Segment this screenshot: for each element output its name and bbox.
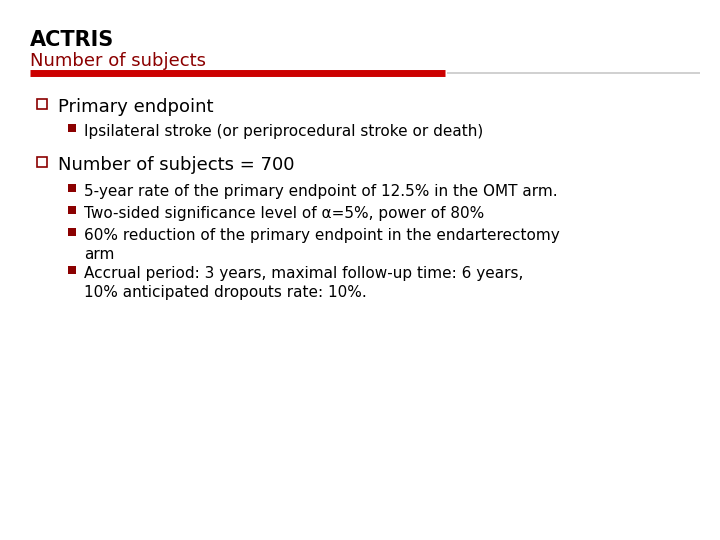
Bar	[68, 184, 76, 192]
Text: Number of subjects: Number of subjects	[30, 52, 206, 70]
Bar	[37, 99, 47, 109]
Text: Two-sided significance level of α=5%, power of 80%: Two-sided significance level of α=5%, po…	[84, 206, 485, 221]
Text: 60% reduction of the primary endpoint in the endarterectomy
arm: 60% reduction of the primary endpoint in…	[84, 228, 559, 262]
Text: 5-year rate of the primary endpoint of 12.5% in the OMT arm.: 5-year rate of the primary endpoint of 1…	[84, 184, 557, 199]
Bar	[68, 206, 76, 214]
Text: ACTRIS: ACTRIS	[30, 30, 114, 50]
Bar	[68, 228, 76, 236]
Bar	[68, 124, 76, 132]
Text: Number of subjects = 700: Number of subjects = 700	[58, 156, 294, 174]
Text: Primary endpoint: Primary endpoint	[58, 98, 214, 116]
Bar	[68, 266, 76, 274]
Text: Accrual period: 3 years, maximal follow-up time: 6 years,
10% anticipated dropou: Accrual period: 3 years, maximal follow-…	[84, 266, 523, 300]
Bar	[37, 157, 47, 167]
Text: Ipsilateral stroke (or periprocedural stroke or death): Ipsilateral stroke (or periprocedural st…	[84, 124, 483, 139]
